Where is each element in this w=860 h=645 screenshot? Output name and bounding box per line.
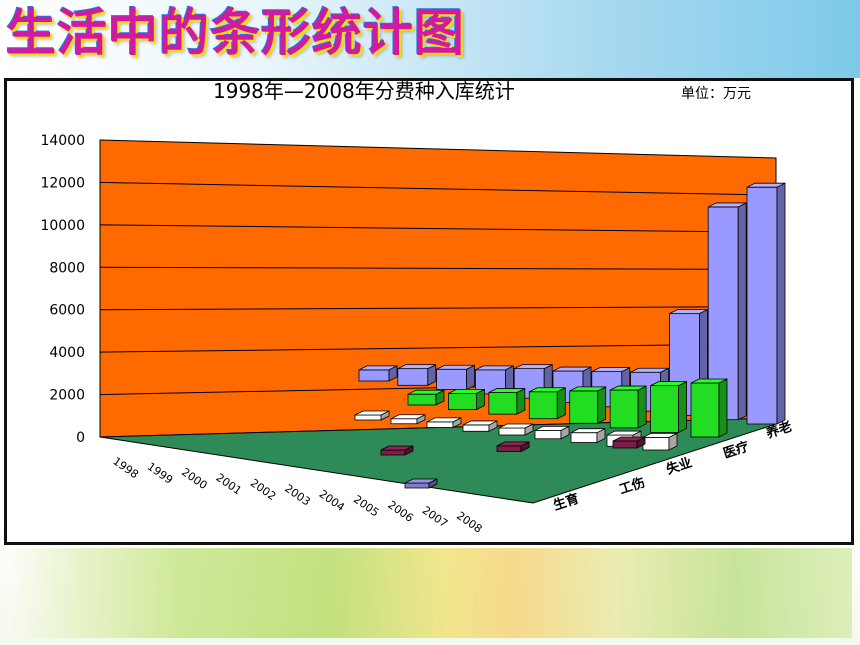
page-title: 生活中的条形统计图 [6, 4, 465, 62]
y-tick-label: 2000 [49, 388, 85, 404]
bar-失业-2008 [642, 432, 678, 451]
bar-失业-2002 [426, 417, 462, 429]
bar-失业-2005 [534, 425, 570, 440]
bar-失业-2004 [498, 423, 534, 436]
bar-医疗-2002 [448, 388, 485, 411]
series-label: 医疗 [721, 439, 751, 462]
y-tick-label: 10000 [40, 218, 85, 234]
bar-医疗-2003 [488, 387, 526, 415]
bar-失业-2000 [354, 410, 390, 421]
bar-生育-2008 [404, 478, 438, 489]
bar-医疗-2001 [407, 389, 445, 406]
header-banner [0, 0, 860, 78]
series-label: 失业 [664, 455, 694, 478]
bar-医疗-2004 [528, 387, 566, 420]
chart-title: 1998年—2008年分费种入库统计 [213, 81, 515, 103]
bar-失业-2001 [390, 414, 426, 425]
y-tick-label: 8000 [49, 260, 85, 276]
footer-banner [8, 548, 852, 638]
series-label: 工伤 [617, 475, 647, 498]
series-label: 养老 [763, 419, 794, 443]
bar-养老-1998 [358, 365, 398, 382]
bar-医疗-2005 [569, 386, 607, 424]
series-label: 生育 [551, 491, 581, 514]
bar-养老-2000 [436, 364, 476, 391]
bars [354, 182, 786, 489]
bar-工伤-2008 [612, 436, 646, 449]
y-axis-ticks: 0 2000 4000 6000 8000 10000 12000 14000 [40, 133, 85, 446]
y-tick-label: 14000 [40, 133, 85, 149]
y-tick-label: 6000 [49, 303, 85, 319]
gridline [99, 224, 777, 233]
bar-工伤-2007 [496, 441, 530, 453]
y-tick-label: 0 [76, 430, 85, 446]
chart-frame: 0 2000 4000 6000 8000 10000 12000 14000 1998 199… [4, 78, 854, 545]
bar-养老-2008 [746, 182, 786, 425]
bar-工伤-2006 [380, 445, 414, 456]
gridline [99, 306, 777, 311]
chart-unit-label: 单位：万元 [681, 86, 751, 102]
y-tick-label: 4000 [49, 345, 85, 361]
gridline [99, 181, 777, 196]
bar-失业-2006 [570, 428, 606, 444]
bar-养老-1999 [397, 364, 437, 386]
bar-医疗-2008 [690, 378, 728, 438]
bar-失业-2003 [462, 420, 498, 432]
gridline [99, 266, 777, 270]
bar-医疗-2006 [609, 385, 647, 429]
bar-医疗-2007 [650, 380, 687, 434]
y-tick-label: 12000 [40, 175, 85, 191]
gridline [99, 343, 777, 353]
